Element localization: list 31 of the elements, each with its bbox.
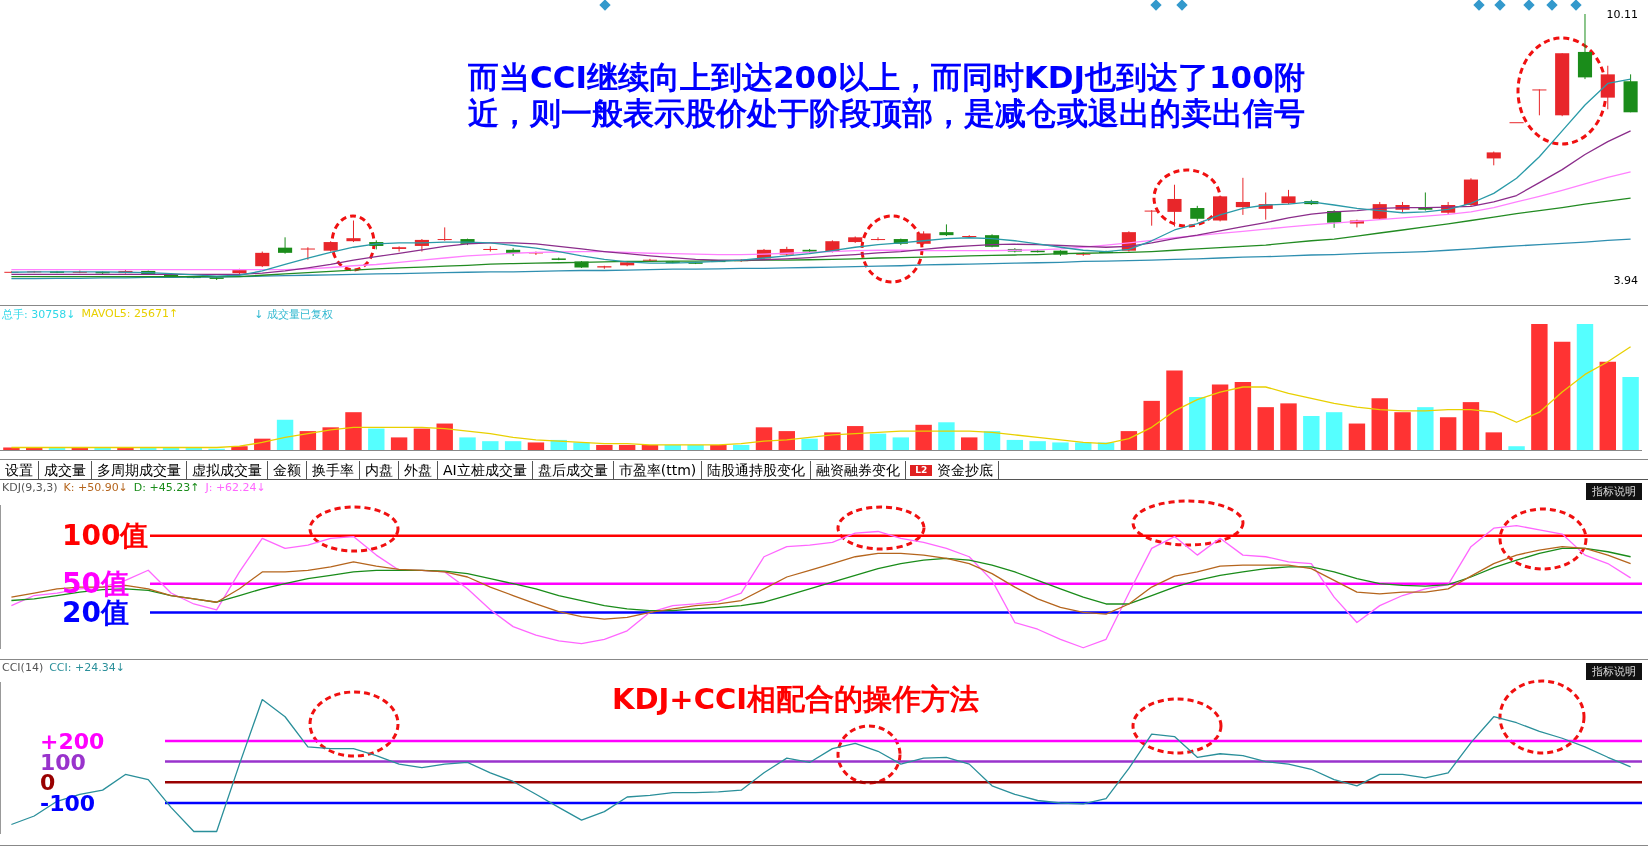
badge-icon: L2 [910,464,933,476]
text: 资金抄底 [932,461,1000,479]
text: 指标说明 [1586,663,1642,680]
text: 外盘 [399,461,438,479]
text: CCI: +24.34↓ [49,661,125,674]
text: 市盈率(ttm) [613,461,703,479]
text: MAVOL5: 25671↑ [81,307,179,322]
text: J: +62.24↓ [205,481,266,494]
text: K: +50.90↓ [63,481,128,494]
text: 指标说明 [1586,483,1642,500]
text: 多周期成交量 [92,461,187,479]
text: 虚拟成交量 [187,461,268,479]
legend-title: CCI(14) [2,661,44,674]
y-tick-label: 10.11 [1606,8,1638,21]
text: 盘后成交量 [532,461,614,479]
text: AI立桩成交量 [438,461,533,479]
text: 总手: 30758↓ [2,307,76,322]
annotation: 而当CCI继续向上到达200以上，而同时KDJ也到达了100附近，则一般表示股价处于阶段顶部，是减仓或退出的卖出信号 [468,59,1306,132]
text: 设置 [0,461,39,479]
text: ↓ 成交量已复权 [254,307,333,322]
y-tick-label: 100值 [62,518,149,552]
y-tick-label: 3.94 [1613,274,1638,287]
text: 换手率 [307,461,360,479]
text: 融资融券变化 [811,461,907,479]
text: 金额 [268,461,307,479]
text: 内盘 [360,461,399,479]
legend-title: KDJ(9,3,3) [2,481,58,494]
text: 陆股通持股变化 [702,461,812,479]
text: D: +45.23↑ [133,481,200,494]
text: 成交量 [39,461,92,479]
annotation: KDJ+CCI相配合的操作方法 [612,682,979,717]
